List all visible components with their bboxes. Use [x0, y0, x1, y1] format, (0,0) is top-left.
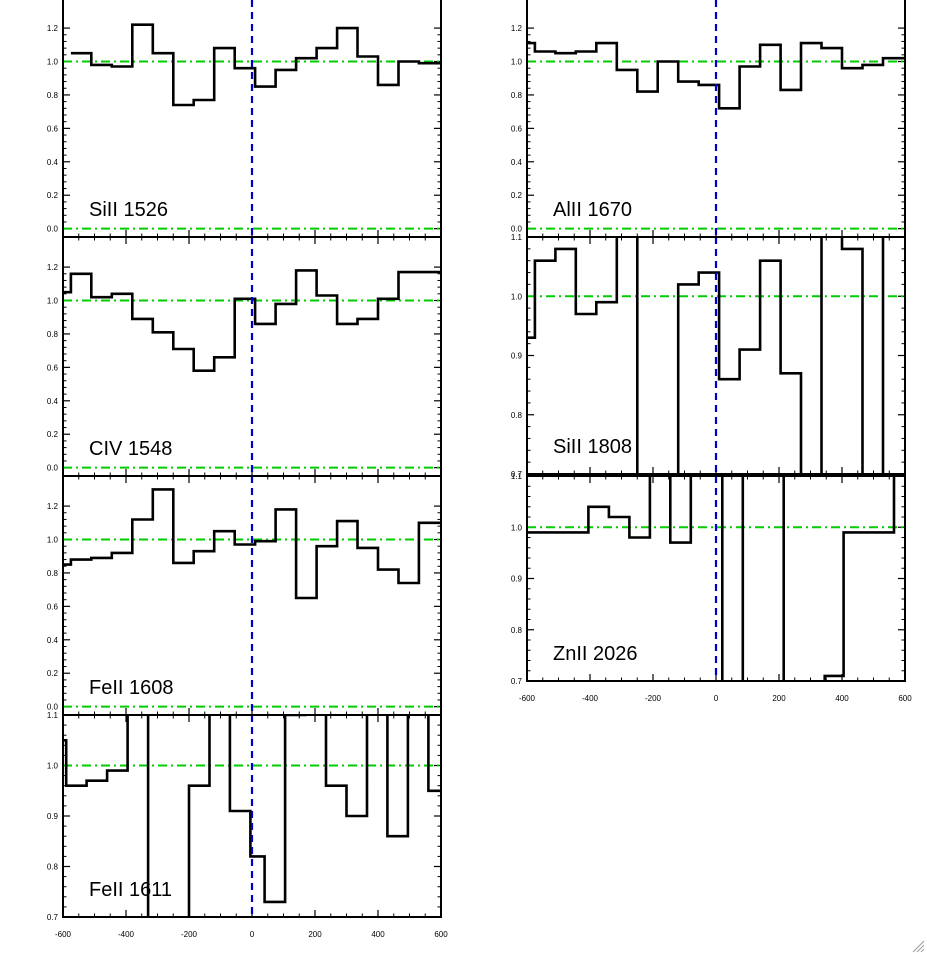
y-tick-label: 0.9: [511, 352, 523, 361]
spectrum-clip: [527, 237, 885, 474]
spectrum-clip: [63, 715, 441, 917]
ion-label: SiII 1808: [553, 436, 632, 458]
y-tick-label: 0.8: [47, 569, 59, 578]
panel-frame: [526, 236, 906, 475]
y-tick-label: 0.8: [47, 330, 59, 339]
ion-label: ZnII 2026: [553, 643, 638, 665]
y-tick-label: 0.6: [47, 363, 59, 372]
y-tick-label: 0.2: [47, 430, 59, 439]
panel-2: 0.0 0.2 0.4 0.6 0.8 1.0 1.2 CIV 1548: [47, 236, 442, 477]
ion-label: CIV 1548: [89, 438, 172, 460]
y-tick-label: 0.9: [47, 812, 59, 821]
y-tick-label: 0.4: [47, 397, 59, 406]
y-tick-label: 1.2: [47, 502, 59, 511]
resize-grip-icon[interactable]: [911, 939, 925, 953]
y-tick-label: 1.2: [47, 24, 59, 33]
spectrum-clip: [63, 488, 441, 600]
y-tick-label: 0.9: [511, 575, 523, 584]
x-tick-label: 400: [371, 930, 385, 939]
x-tick-label: 0: [250, 930, 255, 939]
x-tick-label: -200: [645, 694, 662, 703]
spectrum-line: [70, 23, 441, 107]
x-tick-label: -600: [519, 694, 536, 703]
spectrum-clip: [527, 41, 905, 110]
y-tick-label: 1.0: [47, 58, 59, 67]
x-tick-label: -200: [181, 930, 198, 939]
y-tick-label: 1.1: [47, 711, 59, 720]
x-tick-label: 200: [308, 930, 322, 939]
panel-7: 0.7 0.8 0.9 1.0 1.1 -600 -400 -200 0 200 400 600 ZnI…: [511, 472, 912, 703]
ion-label: FeII 1611: [89, 879, 172, 901]
y-tick-label: 0.8: [511, 411, 523, 420]
spectrum-line: [527, 237, 885, 474]
ion-label: SiII 1526: [89, 199, 168, 221]
y-tick-label: 0.8: [511, 91, 523, 100]
y-tick-label: 0.0: [511, 225, 523, 234]
ion-label: FeII 1608: [89, 677, 174, 699]
x-tick-label: 600: [434, 930, 448, 939]
y-tick-label: 0.8: [511, 626, 523, 635]
y-tick-label: 0.6: [47, 602, 59, 611]
x-tick-label: -600: [55, 930, 72, 939]
y-tick-label: 0.0: [47, 703, 59, 712]
y-tick-label: 0.4: [47, 636, 59, 645]
panel-6: 0.7 0.8 0.9 1.0 1.1 SiII 1808: [511, 233, 906, 479]
panel-frame: [62, 714, 442, 918]
x-tick-label: 200: [772, 694, 786, 703]
x-tick-label: 600: [898, 694, 912, 703]
y-tick-label: 0.8: [47, 91, 59, 100]
y-tick-label: 0.2: [511, 191, 523, 200]
y-tick-label: 1.1: [511, 233, 523, 242]
y-tick-label: 1.2: [47, 263, 59, 272]
spectrum-line: [527, 41, 905, 110]
spectrum-line: [63, 269, 441, 372]
y-tick-label: 1.0: [47, 297, 59, 306]
y-tick-label: 1.0: [511, 292, 523, 301]
y-tick-label: 1.1: [511, 472, 523, 481]
y-tick-label: 0.0: [47, 464, 59, 473]
panel-4: 0.7 0.8 0.9 1.0 1.1 -600 -400 -200 0 200 400 600 FeI…: [47, 711, 448, 939]
spectrum-clip: [70, 23, 441, 107]
x-tick-label: -400: [118, 930, 135, 939]
panel-1: 0.0 0.2 0.4 0.6 0.8 1.0 1.2 SiII 1526: [47, 0, 442, 238]
ion-label: AlII 1670: [553, 199, 632, 221]
panel-frame: [526, 475, 906, 682]
y-tick-label: 0.4: [511, 158, 523, 167]
y-tick-label: 0.2: [47, 669, 59, 678]
y-tick-label: 0.4: [47, 158, 59, 167]
y-tick-label: 1.0: [511, 523, 523, 532]
spectrum-clip: [63, 269, 441, 372]
y-tick-label: 0.0: [47, 225, 59, 234]
y-tick-label: 1.0: [511, 58, 523, 67]
y-tick-label: 0.6: [47, 124, 59, 133]
y-tick-label: 0.7: [511, 677, 523, 686]
x-tick-label: 0: [714, 694, 719, 703]
y-tick-label: 1.2: [511, 24, 523, 33]
x-tick-label: 400: [835, 694, 849, 703]
spectrum-line: [527, 476, 896, 681]
y-tick-label: 0.7: [47, 913, 59, 922]
x-tick-label: -400: [582, 694, 599, 703]
spectrum-clip: [527, 476, 896, 681]
panel-5: 0.0 0.2 0.4 0.6 0.8 1.0 1.2 AlII 1670: [511, 0, 906, 238]
y-tick-label: 1.0: [47, 762, 59, 771]
y-tick-label: 0.8: [47, 863, 59, 872]
spectrum-line: [63, 715, 441, 917]
y-tick-label: 0.6: [511, 124, 523, 133]
y-tick-label: 1.0: [47, 536, 59, 545]
y-tick-label: 0.2: [47, 191, 59, 200]
panel-3: 0.0 0.2 0.4 0.6 0.8 1.0 1.2 FeII 1608: [47, 475, 442, 716]
spectrum-line: [63, 488, 441, 600]
y-tick-label: 0.7: [511, 470, 523, 479]
